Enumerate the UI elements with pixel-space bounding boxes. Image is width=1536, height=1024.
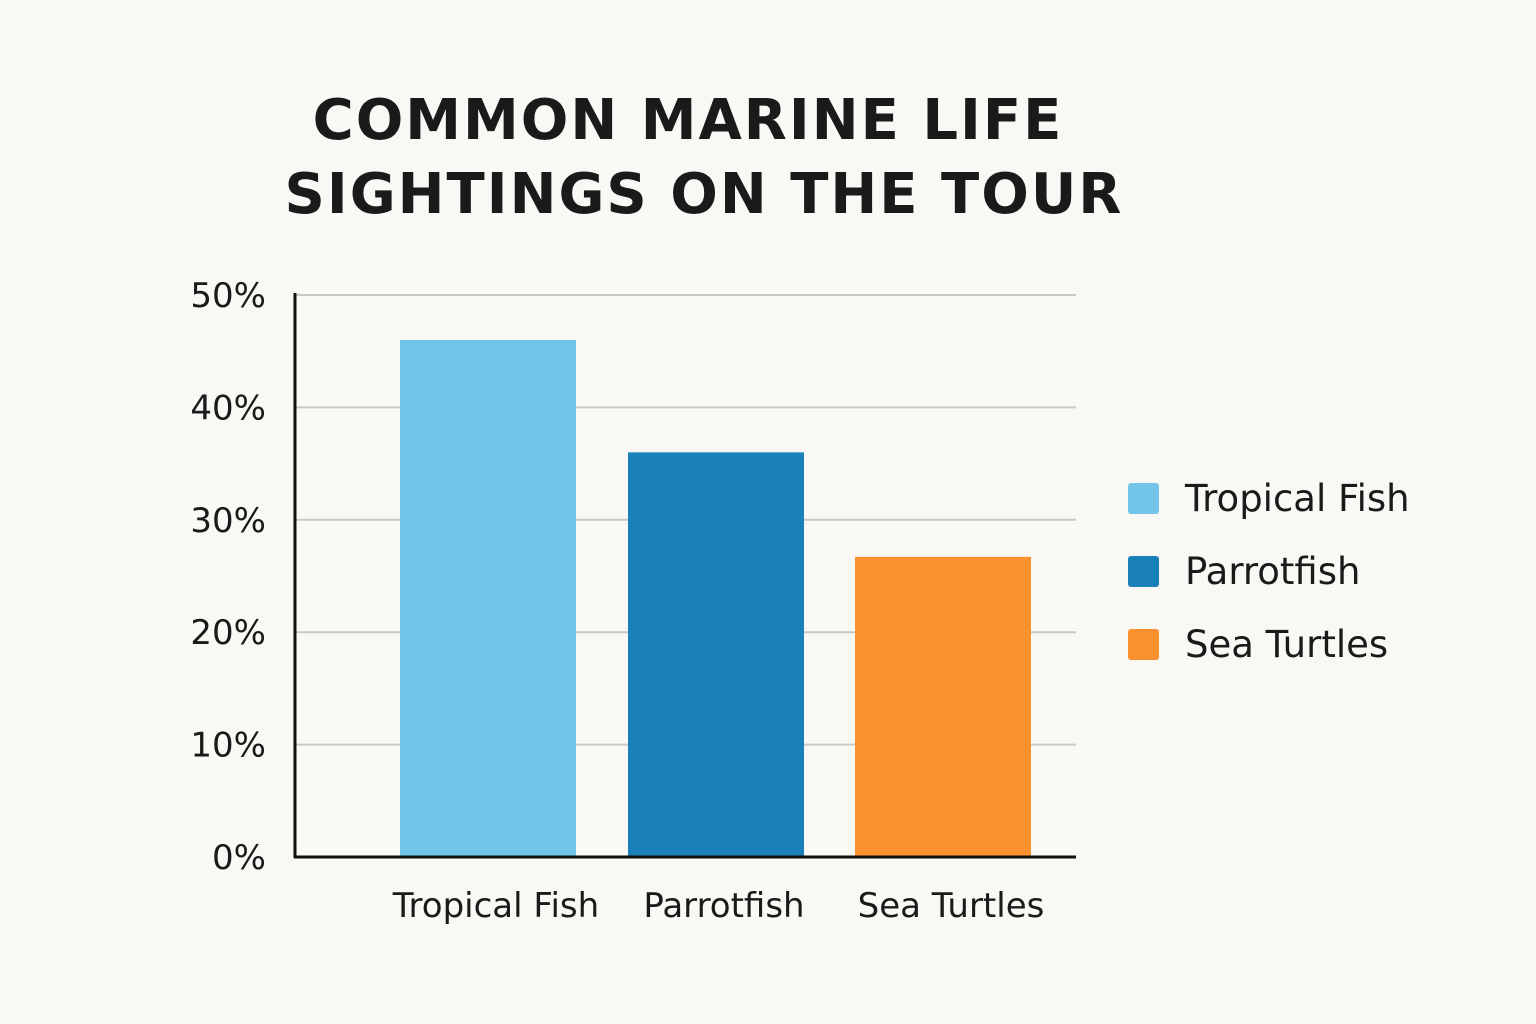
legend-label: Sea Turtles [1185,623,1388,666]
x-category-label: Parrotfish [643,886,804,926]
legend-swatch [1128,629,1159,660]
legend-label: Tropical Fish [1184,477,1410,520]
y-tick-label: 40% [190,388,266,428]
y-tick-label: 20% [190,613,266,653]
legend-swatch [1128,483,1159,514]
bar-tropical-fish [400,339,576,858]
y-tick-label: 50% [190,276,266,316]
bar-parrotfish [628,452,804,857]
bar-sea-turtles [855,556,1031,857]
legend-swatch [1128,556,1159,587]
legend-label: Parrotfish [1185,550,1360,593]
x-category-label: Tropical Fish [392,886,599,926]
y-tick-label: 10% [190,726,266,766]
y-tick-label: 0% [212,838,266,878]
x-category-label: Sea Turtles [858,886,1045,926]
y-tick-label: 30% [190,501,266,541]
chart-title-line-1: COMMON MARINE LIFE [312,88,1064,153]
chart-title-line-2: SIGHTINGS ON THE TOUR [284,162,1124,227]
